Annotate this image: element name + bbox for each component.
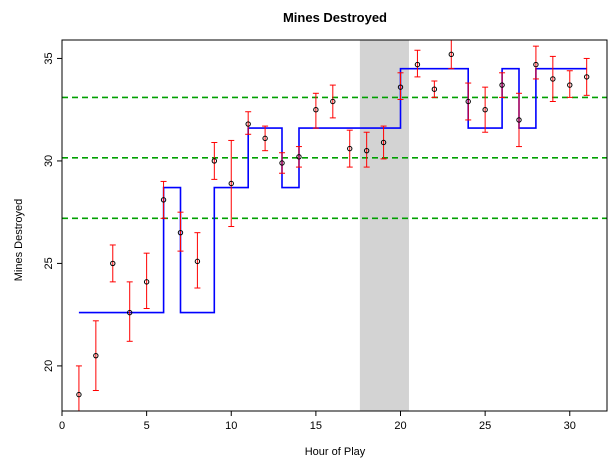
- errorbar-21: [431, 80, 438, 98]
- x-tick-label: 0: [59, 420, 65, 432]
- points-layer: [76, 51, 590, 398]
- errorbar-18: [380, 125, 387, 160]
- y-tick-label: 35: [43, 52, 55, 64]
- data-point-29: [567, 82, 573, 88]
- x-tick-label: 25: [479, 420, 491, 432]
- data-point-1: [93, 352, 99, 359]
- data-point-28: [550, 76, 556, 82]
- data-point-0: [76, 391, 82, 398]
- errorbar-28: [549, 55, 556, 102]
- data-point-17: [363, 147, 370, 154]
- data-point-27: [533, 61, 539, 68]
- data-point-9: [228, 180, 234, 187]
- errorbar-25: [499, 72, 506, 98]
- data-point-19: [397, 84, 404, 90]
- errorbar-24: [482, 86, 489, 133]
- errorbar-3: [126, 281, 133, 342]
- x-axis-label: Hour of Play: [305, 446, 366, 458]
- plot-frame: [61, 39, 608, 412]
- shaded-band-layer: [359, 40, 409, 411]
- data-point-8: [211, 158, 218, 164]
- data-point-14: [313, 106, 319, 113]
- data-point-20: [414, 61, 421, 68]
- errorbar-15: [329, 84, 336, 119]
- data-point-24: [482, 106, 488, 113]
- reference-lines-layer: [62, 96, 607, 220]
- errorbar-10: [245, 111, 252, 135]
- errorbar-30: [583, 57, 590, 96]
- errorbar-22: [448, 40, 455, 70]
- data-point-30: [583, 74, 590, 80]
- data-point-7: [194, 258, 201, 265]
- errorbar-6: [177, 211, 184, 252]
- data-point-25: [499, 82, 505, 88]
- errorbar-1: [92, 320, 99, 392]
- x-axis: 0 5 10 15 20 25 30: [59, 411, 576, 432]
- data-point-16: [347, 145, 353, 152]
- data-point-2: [110, 260, 116, 267]
- errorbar-23: [465, 82, 472, 121]
- errorbar-19: [397, 72, 404, 100]
- data-point-11: [262, 135, 268, 142]
- errorbars-layer: [75, 40, 590, 411]
- y-tick-label: 20: [43, 360, 55, 372]
- data-point-18: [380, 139, 387, 146]
- data-point-5: [160, 197, 167, 203]
- y-tick-label: 25: [43, 257, 55, 269]
- data-point-4: [143, 279, 150, 285]
- errorbar-2: [109, 244, 116, 283]
- data-point-12: [279, 160, 285, 166]
- errorbar-20: [414, 49, 421, 78]
- errorbar-9: [228, 139, 235, 228]
- errorbar-4: [143, 252, 150, 310]
- x-tick-label: 10: [225, 420, 237, 432]
- data-point-26: [516, 117, 522, 123]
- data-point-3: [127, 309, 133, 316]
- errorbar-13: [295, 146, 302, 168]
- errorbar-8: [211, 141, 218, 180]
- y-tick-label: 30: [43, 155, 55, 167]
- data-point-13: [296, 154, 302, 160]
- y-axis: 20 25 30 35: [43, 52, 62, 372]
- data-point-23: [465, 98, 471, 105]
- errorbar-0: [75, 365, 82, 411]
- data-point-6: [177, 229, 184, 236]
- x-tick-label: 30: [564, 420, 576, 432]
- data-point-22: [448, 51, 454, 58]
- data-point-15: [330, 98, 336, 105]
- data-point-10: [245, 121, 251, 127]
- y-axis-label: Mines Destroyed: [13, 199, 25, 282]
- errorbar-17: [363, 131, 370, 168]
- errorbar-11: [262, 125, 269, 152]
- errorbar-29: [566, 70, 573, 98]
- errorbar-5: [160, 180, 167, 219]
- errorbar-7: [194, 232, 201, 289]
- x-tick-label: 5: [144, 420, 150, 432]
- errorbar-12: [279, 152, 286, 174]
- errorbar-26: [515, 92, 522, 148]
- data-point-21: [431, 86, 438, 92]
- x-tick-label: 20: [394, 420, 406, 432]
- shaded-band: [359, 40, 409, 411]
- chart-title: Mines Destroyed: [283, 10, 387, 25]
- errorbar-14: [312, 92, 319, 129]
- x-tick-label: 15: [310, 420, 322, 432]
- errorbar-16: [346, 129, 353, 168]
